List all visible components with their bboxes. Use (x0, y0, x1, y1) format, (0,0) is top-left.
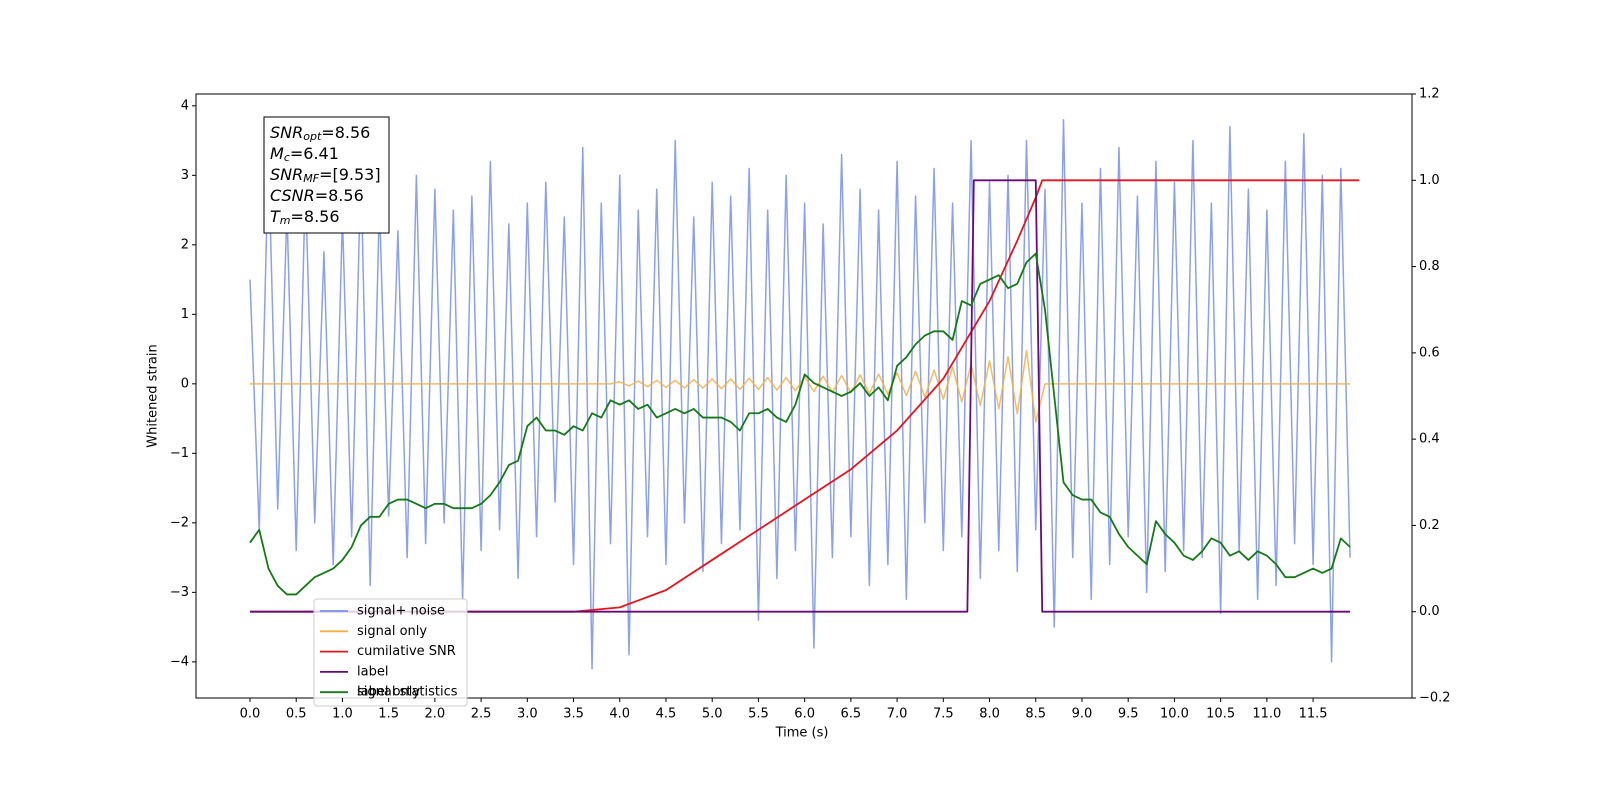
y2-tick-label: 0.8 (1419, 259, 1440, 274)
x-tick-label: 10.5 (1206, 707, 1235, 722)
x-tick-label: 2.5 (471, 707, 492, 722)
stat-value: =8.56 (321, 123, 370, 142)
y2-tick-label: 0.4 (1419, 432, 1440, 447)
stat-sub: c (284, 151, 290, 164)
y-tick-label: 4 (181, 98, 189, 113)
stat-value: =8.56 (291, 207, 340, 226)
y-tick-label: 2 (181, 237, 189, 252)
stat-sub: MF (303, 172, 319, 185)
x-axis-label: Time (s) (775, 726, 829, 741)
stat-value: =6.41 (290, 144, 339, 163)
y-tick-label: −4 (170, 654, 189, 669)
legend-label: signal+ noise (357, 604, 445, 619)
legend-label: signal only (357, 624, 427, 639)
stats-box: SNRopt=8.56Mc=6.41SNRMF=[9.53]CSNR=8.56T… (263, 116, 390, 234)
stat-sub: opt (303, 130, 322, 143)
stat-name: SNR (270, 165, 303, 184)
y-tick-label: 1 (181, 307, 189, 322)
y-tick-label: 0 (181, 376, 189, 391)
x-tick-label: 7.0 (887, 707, 908, 722)
stat-name: M (270, 144, 284, 163)
stat-name: SNR (270, 123, 303, 142)
series-line (249, 179, 1351, 613)
stat-line: SNRopt=8.56 (270, 123, 370, 144)
series-line (249, 179, 1360, 613)
stat-value: =8.56 (315, 186, 364, 205)
y-tick-label: 3 (181, 168, 189, 183)
axes-frame (195, 93, 1413, 699)
legend: signal+ noise signal only cumilative SNR la… (313, 598, 468, 707)
legend-ghost: label only (357, 684, 420, 699)
y-tick-label: −3 (170, 585, 189, 600)
stat-sub: m (280, 214, 291, 227)
x-tick-label: 4.0 (609, 707, 630, 722)
y2-tick-label: 0.0 (1419, 604, 1440, 619)
y2-tick-label: 0.6 (1419, 345, 1440, 360)
y2-tick-label: −0.2 (1419, 691, 1451, 706)
x-tick-label: 2.0 (425, 707, 446, 722)
x-tick-label: 10.0 (1160, 707, 1189, 722)
y2-tick-label: 0.2 (1419, 518, 1440, 533)
x-tick-label: 3.0 (517, 707, 538, 722)
legend-label: cumilative SNR (357, 644, 456, 659)
x-tick-label: 6.5 (841, 707, 862, 722)
stats-frame (263, 116, 390, 234)
x-tick-label: 6.0 (794, 707, 815, 722)
stat-line: Mc=6.41 (270, 144, 339, 165)
y-tick-label: −1 (170, 446, 189, 461)
x-tick-label: 5.0 (702, 707, 723, 722)
stat-line: CSNR=8.56 (270, 186, 364, 205)
x-tick-label: 9.0 (1072, 707, 1093, 722)
x-tick-label: 8.0 (979, 707, 1000, 722)
series-line (249, 349, 1351, 423)
x-tick-label: 0.0 (240, 707, 261, 722)
legend-label: label (357, 664, 388, 679)
x-tick-label: 11.0 (1252, 707, 1281, 722)
x-tick-label: 7.5 (933, 707, 954, 722)
stat-name: CSNR (270, 186, 315, 205)
stat-name: T (270, 207, 281, 226)
legend-frame (313, 598, 468, 707)
series-line (249, 252, 1351, 596)
x-tick-label: 3.5 (563, 707, 584, 722)
plot-area (249, 118, 1360, 670)
x-tick-label: 4.5 (656, 707, 677, 722)
y-axis-label: Whitened strain (146, 344, 161, 447)
legend-label: signal statistics (357, 685, 458, 700)
x-tick-label: 1.0 (332, 707, 353, 722)
x-tick-label: 1.5 (378, 707, 399, 722)
x-tick-label: 0.5 (286, 707, 307, 722)
x-tick-label: 9.5 (1118, 707, 1139, 722)
x-tick-label: 5.5 (748, 707, 769, 722)
stat-line: SNRMF=[9.53] (270, 165, 381, 186)
y2-tick-label: 1.2 (1419, 87, 1440, 102)
x-tick-label: 11.5 (1299, 707, 1328, 722)
y-tick-label: −2 (170, 515, 189, 530)
stat-value: =[9.53] (319, 165, 381, 184)
series-line (249, 118, 1351, 670)
y2-tick-label: 1.0 (1419, 173, 1440, 188)
stat-line: Tm=8.56 (270, 207, 340, 228)
x-tick-label: 8.5 (1025, 707, 1046, 722)
